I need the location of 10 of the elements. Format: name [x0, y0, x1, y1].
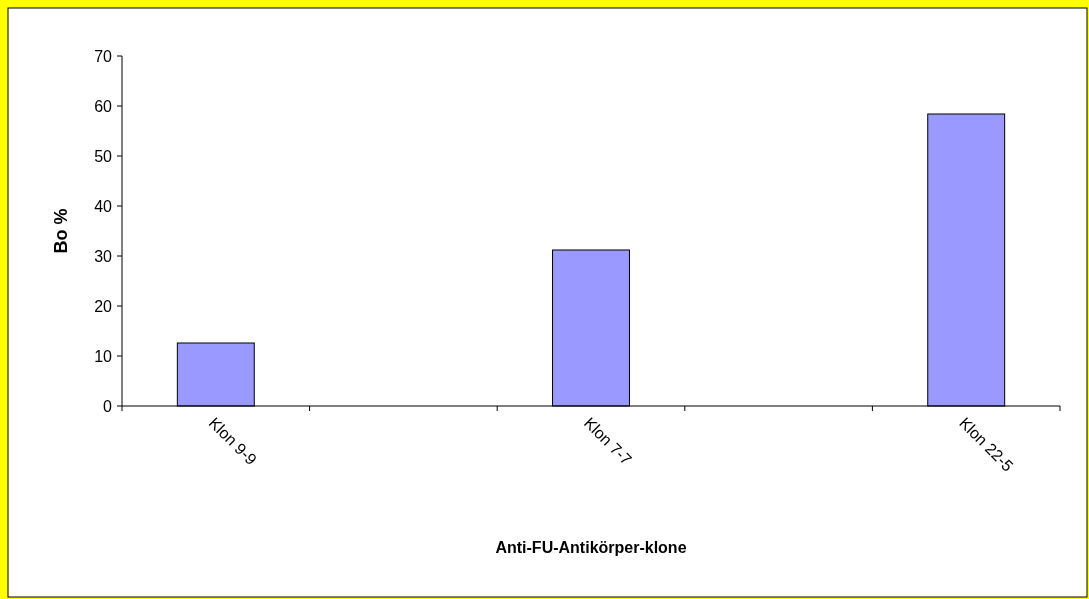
y-tick-label: 20: [94, 297, 113, 315]
y-tick-label: 10: [94, 347, 113, 365]
y-tick-label: 30: [94, 247, 113, 265]
y-tick-label: 50: [94, 147, 113, 165]
y-axis-title: Bo %: [51, 208, 71, 254]
x-axis-title: Anti-FU-Antikörper-klone: [495, 539, 687, 556]
y-tick-label: 70: [94, 47, 113, 65]
y-tick-label: 0: [103, 397, 113, 415]
y-tick-label: 40: [94, 197, 113, 215]
y-tick-label: 60: [94, 97, 113, 115]
